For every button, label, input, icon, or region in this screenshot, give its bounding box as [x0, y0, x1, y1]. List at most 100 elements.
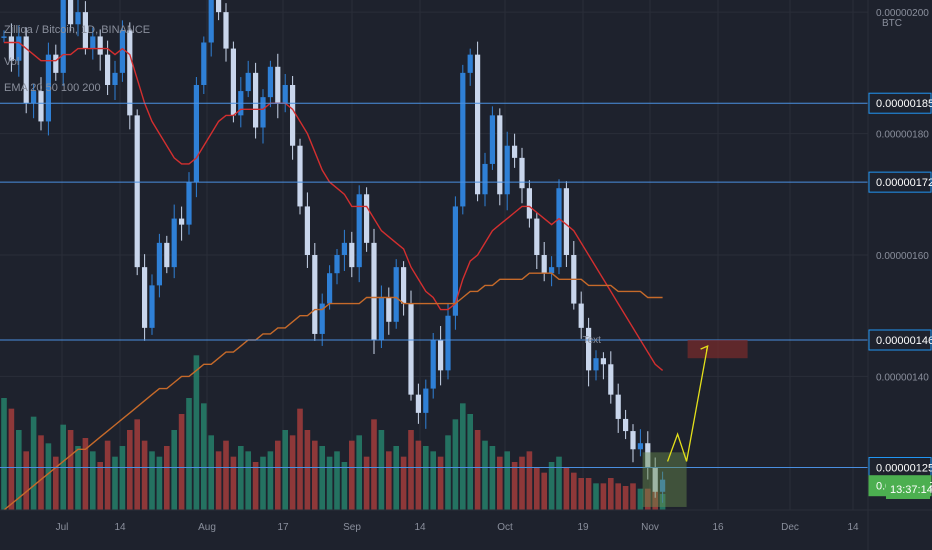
volume-bar — [1, 398, 7, 510]
candle-body — [23, 36, 29, 104]
volume-bar — [8, 408, 15, 510]
volume-bar — [267, 451, 274, 510]
candle-body — [541, 255, 547, 274]
volume-bar — [289, 435, 296, 510]
candle-body — [119, 30, 125, 73]
candle-body — [8, 36, 14, 61]
y-tick-label: 0.00000140 — [876, 372, 929, 383]
volume-bar — [460, 403, 466, 510]
volume-bar — [326, 456, 333, 510]
candle-body — [534, 218, 540, 255]
annotation-text: Text — [583, 335, 602, 346]
candle-body — [600, 358, 606, 365]
volume-bar — [489, 446, 496, 510]
volume-bar — [297, 408, 303, 510]
volume-bar — [371, 419, 377, 510]
volume-bar — [341, 462, 348, 510]
candle-body — [193, 85, 199, 183]
price-label-box — [868, 92, 932, 114]
volume-bar — [652, 491, 658, 510]
candle-body — [378, 297, 384, 340]
volume-bar — [215, 451, 222, 510]
price-label-text: 0.00000172 — [876, 177, 932, 189]
volume-bar — [38, 435, 44, 510]
volume-bar — [541, 472, 547, 510]
candle-body — [127, 30, 133, 116]
candle-body — [467, 54, 473, 73]
candle-body — [334, 255, 340, 274]
x-tick-label: Dec — [781, 522, 799, 533]
target-zone-box — [642, 452, 687, 507]
candle-body — [415, 394, 421, 413]
candle-body — [304, 206, 310, 255]
x-tick-label: 14 — [847, 522, 859, 533]
price-label-text: 0.00000185 — [876, 98, 932, 110]
candle-body — [179, 218, 185, 225]
volume-bar — [127, 430, 133, 510]
ema-slow-line — [3, 272, 663, 511]
candle-body — [290, 85, 296, 146]
candle-body — [489, 115, 495, 164]
volume-bar — [430, 451, 436, 510]
candle-body — [31, 91, 37, 104]
x-tick-label: 19 — [577, 522, 589, 533]
candle-body — [578, 303, 584, 328]
candle-body — [60, 0, 66, 73]
volume-bar — [408, 430, 414, 510]
volume-bar — [585, 478, 592, 510]
volume-bar — [312, 440, 318, 510]
candle-body — [97, 36, 103, 55]
volume-bar — [90, 451, 96, 510]
volume-bar — [178, 414, 185, 510]
ema-fast-line — [4, 41, 664, 371]
volume-bar — [201, 403, 207, 510]
volume-bar — [230, 456, 237, 510]
volume-bar — [275, 440, 281, 510]
countdown-box — [886, 479, 930, 499]
countdown-label: 13:37:14 — [890, 484, 932, 496]
volume-bar — [119, 446, 126, 510]
volume-bar — [208, 435, 214, 510]
candle-body — [482, 163, 488, 195]
candle-body — [408, 303, 414, 395]
volume-bar — [45, 443, 52, 510]
candle-body — [438, 340, 444, 371]
volume-bar — [238, 446, 244, 510]
x-tick-label: Oct — [497, 522, 513, 533]
volume-bar — [548, 462, 555, 510]
volume-bar — [622, 486, 629, 510]
volume-bar — [349, 440, 355, 510]
candle-body — [637, 443, 643, 450]
projection-arrow — [666, 345, 709, 462]
candle-body — [497, 115, 503, 195]
volume-bar — [452, 419, 459, 510]
volume-bar — [630, 483, 636, 510]
candle-body — [319, 303, 325, 334]
candle-body — [519, 157, 525, 189]
volume-bar — [16, 430, 22, 510]
candle-body — [267, 66, 273, 98]
candle-body — [401, 267, 407, 304]
x-tick-label: 14 — [114, 522, 126, 533]
y-tick-label: 0.00000160 — [876, 251, 929, 262]
volume-bar — [75, 446, 81, 510]
candle-body — [164, 242, 170, 268]
x-tick-label: 17 — [277, 522, 289, 533]
candle-body — [615, 394, 621, 419]
volume-bar — [511, 462, 518, 510]
volume-bar — [141, 440, 148, 510]
candle-body — [356, 194, 362, 268]
currency-label: BTC — [882, 18, 902, 29]
volume-bar — [378, 430, 385, 510]
candle-body — [652, 467, 658, 492]
candle-body — [260, 97, 266, 128]
candle-body — [371, 242, 377, 340]
volume-bar — [526, 451, 533, 510]
volume-bar — [637, 488, 644, 510]
volume-bar — [363, 456, 370, 510]
volume-bar — [615, 483, 621, 510]
candle-body — [186, 182, 192, 225]
candle-body — [245, 72, 251, 92]
arrow-head — [700, 344, 709, 352]
